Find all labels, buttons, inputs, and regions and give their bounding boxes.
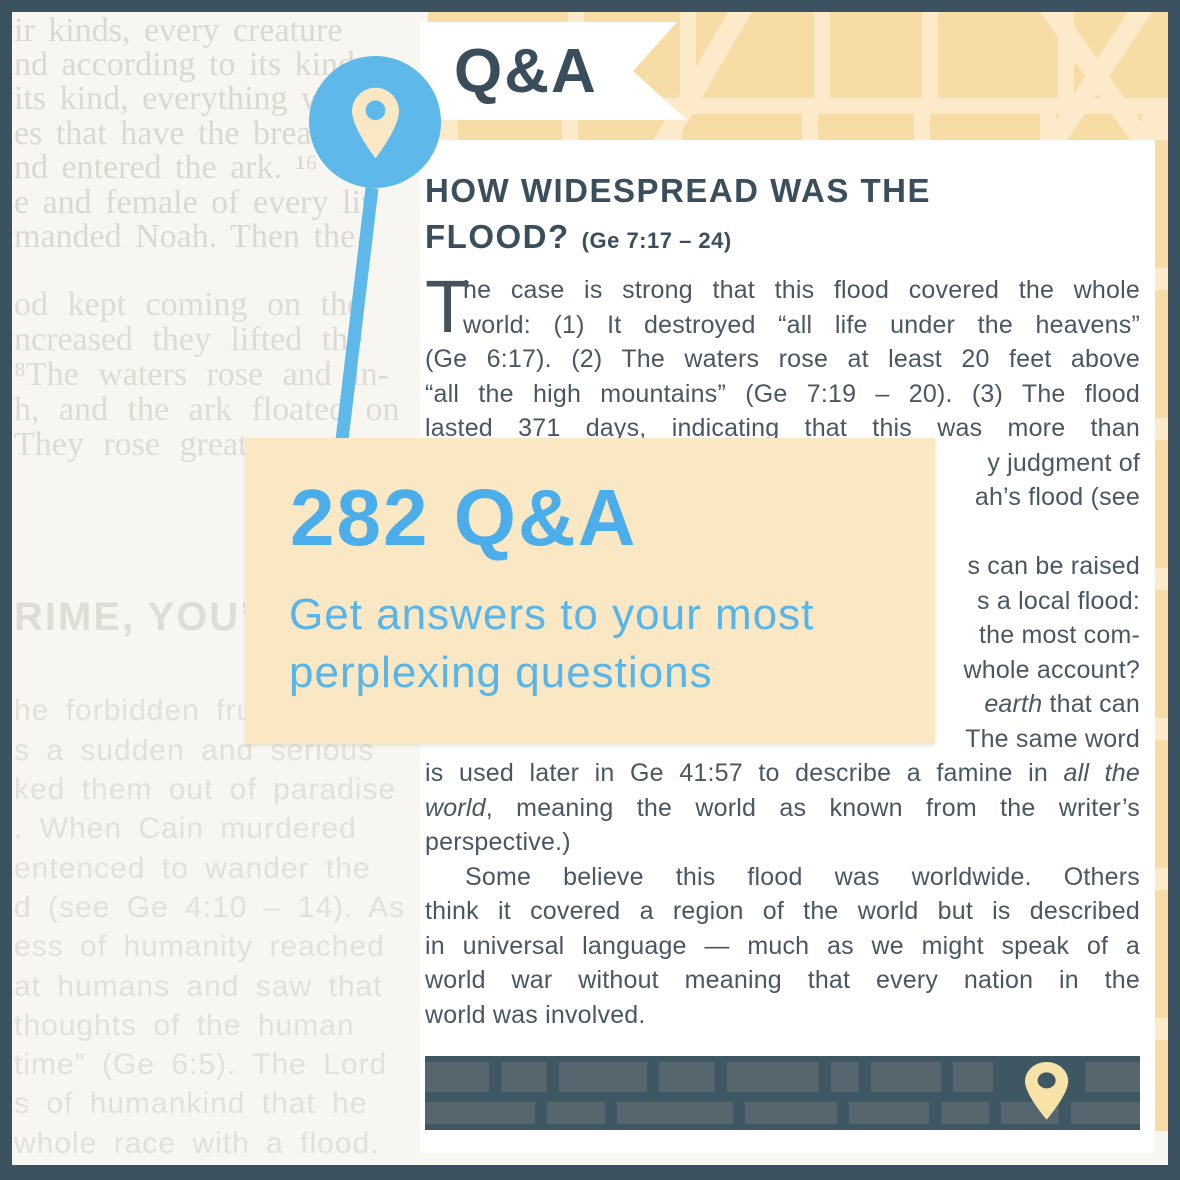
article-title-line2: FLOOD? (Ge 7:17 – 24)	[425, 218, 1140, 256]
article-title-line1: HOW WIDESPREAD WAS THE	[425, 172, 932, 209]
body-line-fragment: The same word	[965, 725, 1140, 753]
body-line: in universal language — much as we might…	[425, 932, 1140, 960]
body-line: lasted 371 days, indicating that this wa…	[425, 414, 1140, 442]
body-line-fragment: s can be raised	[967, 552, 1140, 580]
dark-map-strip	[425, 1056, 1140, 1130]
italic-term: world	[425, 794, 486, 822]
bg-text-line: ked them out of paradise	[14, 773, 397, 806]
body-line: perspective.)	[425, 828, 571, 856]
body-line-fragment: y judgment of	[987, 449, 1140, 477]
yellow-map-edge	[1155, 140, 1168, 1131]
body-line: think it covered a region of the world b…	[425, 897, 1140, 925]
bg-text-line: ess of humanity reached	[14, 930, 385, 963]
callout-subtitle-line1: Get answers to your most	[289, 590, 815, 639]
line-text: , meaning the world as known from the wr…	[485, 794, 1140, 822]
bg-text-line: ir kinds, every creature	[14, 12, 343, 49]
body-line: is used later in Ge 41:57 to describe a …	[425, 759, 1140, 787]
qa-banner-title: Q&A	[454, 37, 598, 106]
callout-box: 282 Q&A Get answers to your most perplex…	[245, 438, 935, 744]
map-pin-icon	[352, 87, 399, 159]
line-text: is used later in Ge 41:57 to describe a …	[425, 759, 1064, 787]
bg-text-line: ⁸The waters rose and in-	[14, 356, 389, 393]
callout-stat: 282 Q&A	[290, 473, 638, 562]
body-line-fragment: s a local flood:	[976, 587, 1140, 615]
bg-text-line: manded Noah. Then the	[14, 218, 356, 255]
article-title-word: FLOOD?	[425, 218, 570, 255]
body-line: Some believe this flood was worldwide. O…	[465, 863, 1140, 891]
body-line-fragment: the most com-	[979, 621, 1140, 649]
pin-connector-line	[334, 187, 379, 449]
body-line: “all the high mountains” (Ge 7:19 – 20).…	[425, 380, 1140, 408]
bg-text-line: nd according to its kind	[14, 46, 356, 83]
bg-text-line: its kind, everything w	[14, 80, 326, 117]
body-line: world war without meaning that every nat…	[425, 966, 1140, 994]
bg-text-line: whole race with a flood.	[14, 1127, 380, 1160]
bg-text-line: es that have the brea	[14, 115, 312, 152]
body-line: world was involved.	[425, 1001, 646, 1029]
bg-text-line: ncreased they lifted the	[14, 321, 364, 358]
drop-cap: T	[425, 265, 471, 348]
body-line: he case is strong that this flood covere…	[463, 276, 1140, 304]
body-line: world, meaning the world as known from t…	[425, 794, 1140, 822]
bg-text-line: . When Cain murdered	[14, 812, 357, 845]
bg-heading-fragment: RIME, YOU’	[14, 595, 254, 639]
body-line-fragment: ah’s flood (see	[974, 483, 1140, 511]
body-line-fragment: earth that can	[425, 690, 1140, 718]
bg-text-line: time” (Ge 6:5). The Lord	[14, 1048, 388, 1081]
bg-text-line: They rose great	[14, 426, 248, 463]
italic-term: earth	[984, 690, 1043, 718]
bg-text-line: s of humankind that he	[14, 1087, 368, 1120]
bg-text-line: d (see Ge 4:10 – 14). As	[14, 891, 406, 924]
body-line-fragment: whole account?	[963, 656, 1140, 684]
body-line: (Ge 6:17). (2) The waters rose at least …	[425, 345, 1140, 373]
bg-text-line: entenced to wander the	[14, 852, 371, 885]
fragment-rest: that can	[1042, 690, 1140, 718]
bg-text-line: e and female of every liv	[14, 184, 378, 221]
map-pin-icon	[1025, 1062, 1069, 1120]
body-line: world: (1) It destroyed “all life under …	[463, 311, 1140, 339]
callout-subtitle-line2: perplexing questions	[289, 648, 713, 697]
bg-text-line: at humans and saw that	[14, 970, 383, 1003]
map-pin-marker	[309, 56, 441, 188]
street-map-pattern	[425, 1056, 1140, 1130]
scripture-reference: (Ge 7:17 – 24)	[581, 228, 732, 253]
italic-term: all the	[1063, 759, 1140, 787]
bg-text-line: od kept coming on the	[14, 286, 363, 323]
bg-text-line: nd entered the ark. ¹⁶	[14, 149, 318, 186]
bg-text-line: h, and the ark floated on	[14, 391, 400, 428]
bg-text-line: thoughts of the human	[14, 1009, 355, 1042]
bg-text-line: he forbidden frui	[14, 694, 262, 727]
